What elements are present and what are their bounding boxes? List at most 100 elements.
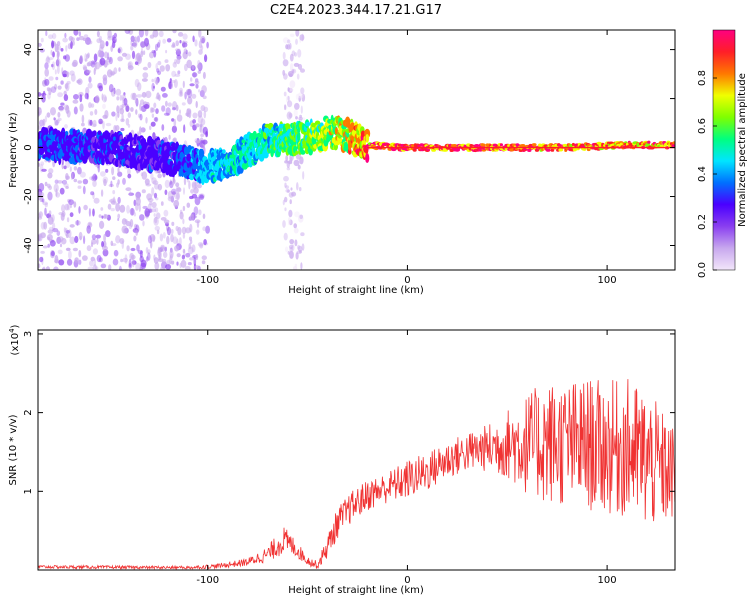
spectrogram-point	[478, 148, 483, 152]
spectrogram-point	[412, 148, 417, 152]
spectrogram-point	[194, 265, 200, 269]
spectrogram-point	[299, 214, 304, 219]
spectrogram-point	[134, 99, 138, 104]
spectrogram-point	[45, 30, 48, 36]
spectrogram-point	[79, 171, 86, 178]
spectrogram-point	[47, 229, 54, 234]
spectrogram-point	[78, 259, 82, 265]
spectrogram-point	[136, 35, 140, 43]
spectrogram-point	[51, 61, 56, 71]
spectrogram-point	[117, 167, 120, 174]
spectrogram-point	[44, 62, 49, 70]
y-tick-label: -40	[23, 237, 34, 253]
spectrogram-point	[119, 238, 125, 244]
spectrogram-point	[163, 209, 169, 217]
spectrogram-point	[204, 131, 208, 138]
snr-series	[38, 379, 675, 570]
spectrogram-point	[124, 254, 128, 262]
spectrogram-point	[172, 107, 176, 111]
spectrogram-point	[128, 192, 135, 196]
colorbar-ticks: 0.0 0.2 0.4 0.6 0.8	[697, 70, 717, 278]
spectrogram-point	[365, 153, 370, 164]
spectrogram-point	[139, 126, 142, 135]
spectrogram-point	[112, 258, 119, 266]
spectrogram-point	[171, 118, 175, 122]
spectrogram-point	[140, 259, 147, 268]
spectrogram-point	[183, 187, 185, 195]
spectrogram-point	[289, 239, 295, 245]
spectrogram-point	[88, 221, 92, 226]
spectrogram-point	[118, 67, 121, 72]
spectrogram-point	[115, 112, 118, 122]
spectrogram-point	[182, 205, 186, 212]
x-tick-label: 100	[598, 275, 617, 286]
spectrogram-point	[147, 249, 151, 254]
spectrogram-point	[187, 262, 192, 266]
spectrogram-point	[125, 187, 132, 192]
spectrogram-point	[142, 66, 148, 71]
spectrogram-point	[284, 182, 287, 188]
spectrogram-point	[38, 107, 42, 116]
spectrogram-point	[73, 166, 78, 171]
spectrogram-point	[151, 187, 155, 196]
spectrogram-point	[141, 189, 146, 194]
spectrogram-point	[176, 57, 181, 65]
spectrogram-point	[172, 101, 178, 110]
spectrogram-point	[99, 220, 105, 229]
spectrogram-point	[133, 223, 138, 230]
spectrogram-point	[293, 62, 300, 67]
spectrogram-point	[94, 62, 97, 72]
spectrogram-point	[181, 102, 186, 106]
spectrogram-point	[130, 247, 136, 252]
spectrogram-point	[125, 221, 132, 227]
spectrogram-point	[197, 242, 204, 247]
colorbar-tick-label: 0.2	[697, 214, 708, 230]
spectrogram-point	[197, 70, 201, 74]
spectrogram-point	[121, 218, 127, 225]
spectrogram-point	[48, 87, 52, 96]
spectrogram-point	[202, 226, 207, 231]
spectrogram-point	[47, 191, 53, 201]
spectrogram-point	[299, 156, 304, 165]
spectrogram-point	[129, 207, 135, 216]
spectrogram-point	[99, 44, 105, 49]
spectrogram-point	[89, 260, 94, 267]
spectrogram-point	[62, 37, 68, 43]
spectrogram-point	[298, 116, 303, 121]
spectrogram-point	[169, 179, 172, 185]
spectrogram-point	[183, 48, 188, 55]
spectrogram-point	[305, 121, 311, 127]
spectrogram-point	[293, 266, 298, 270]
spectrogram-point	[193, 186, 199, 194]
spectrogram-point	[38, 162, 41, 167]
spectrogram-point	[289, 33, 295, 38]
y-tick-label: 40	[23, 43, 34, 56]
spectrogram-point	[78, 31, 82, 37]
spectrogram-point	[297, 92, 304, 99]
spectrogram-point	[143, 50, 146, 55]
spectrogram-point	[163, 251, 168, 258]
colorbar-frame	[712, 29, 736, 271]
spectrogram-point	[116, 96, 120, 101]
spectrogram-point	[287, 189, 290, 193]
spectrogram-point	[40, 192, 45, 199]
spectrogram-point	[157, 60, 162, 66]
spectrogram-point	[202, 139, 208, 145]
spectrogram-point	[40, 37, 44, 43]
spectrogram-point	[197, 110, 203, 118]
spectrogram-point	[155, 79, 159, 85]
spectrogram-point	[102, 176, 109, 184]
spectrogram-point	[647, 140, 651, 144]
spectrogram-point	[46, 183, 51, 188]
spectrogram-point	[160, 266, 165, 270]
spectrogram-point	[203, 239, 207, 246]
spectrogram-point	[119, 107, 125, 115]
spectrogram-point	[155, 108, 159, 114]
spectrogram-point	[74, 220, 81, 226]
spectrogram-point	[108, 84, 114, 93]
spectrogram-point	[126, 245, 130, 252]
spectrogram-point	[184, 91, 187, 100]
spectrogram-frame	[37, 29, 676, 271]
snr-frame	[37, 329, 676, 571]
spectrogram-point	[166, 226, 172, 236]
